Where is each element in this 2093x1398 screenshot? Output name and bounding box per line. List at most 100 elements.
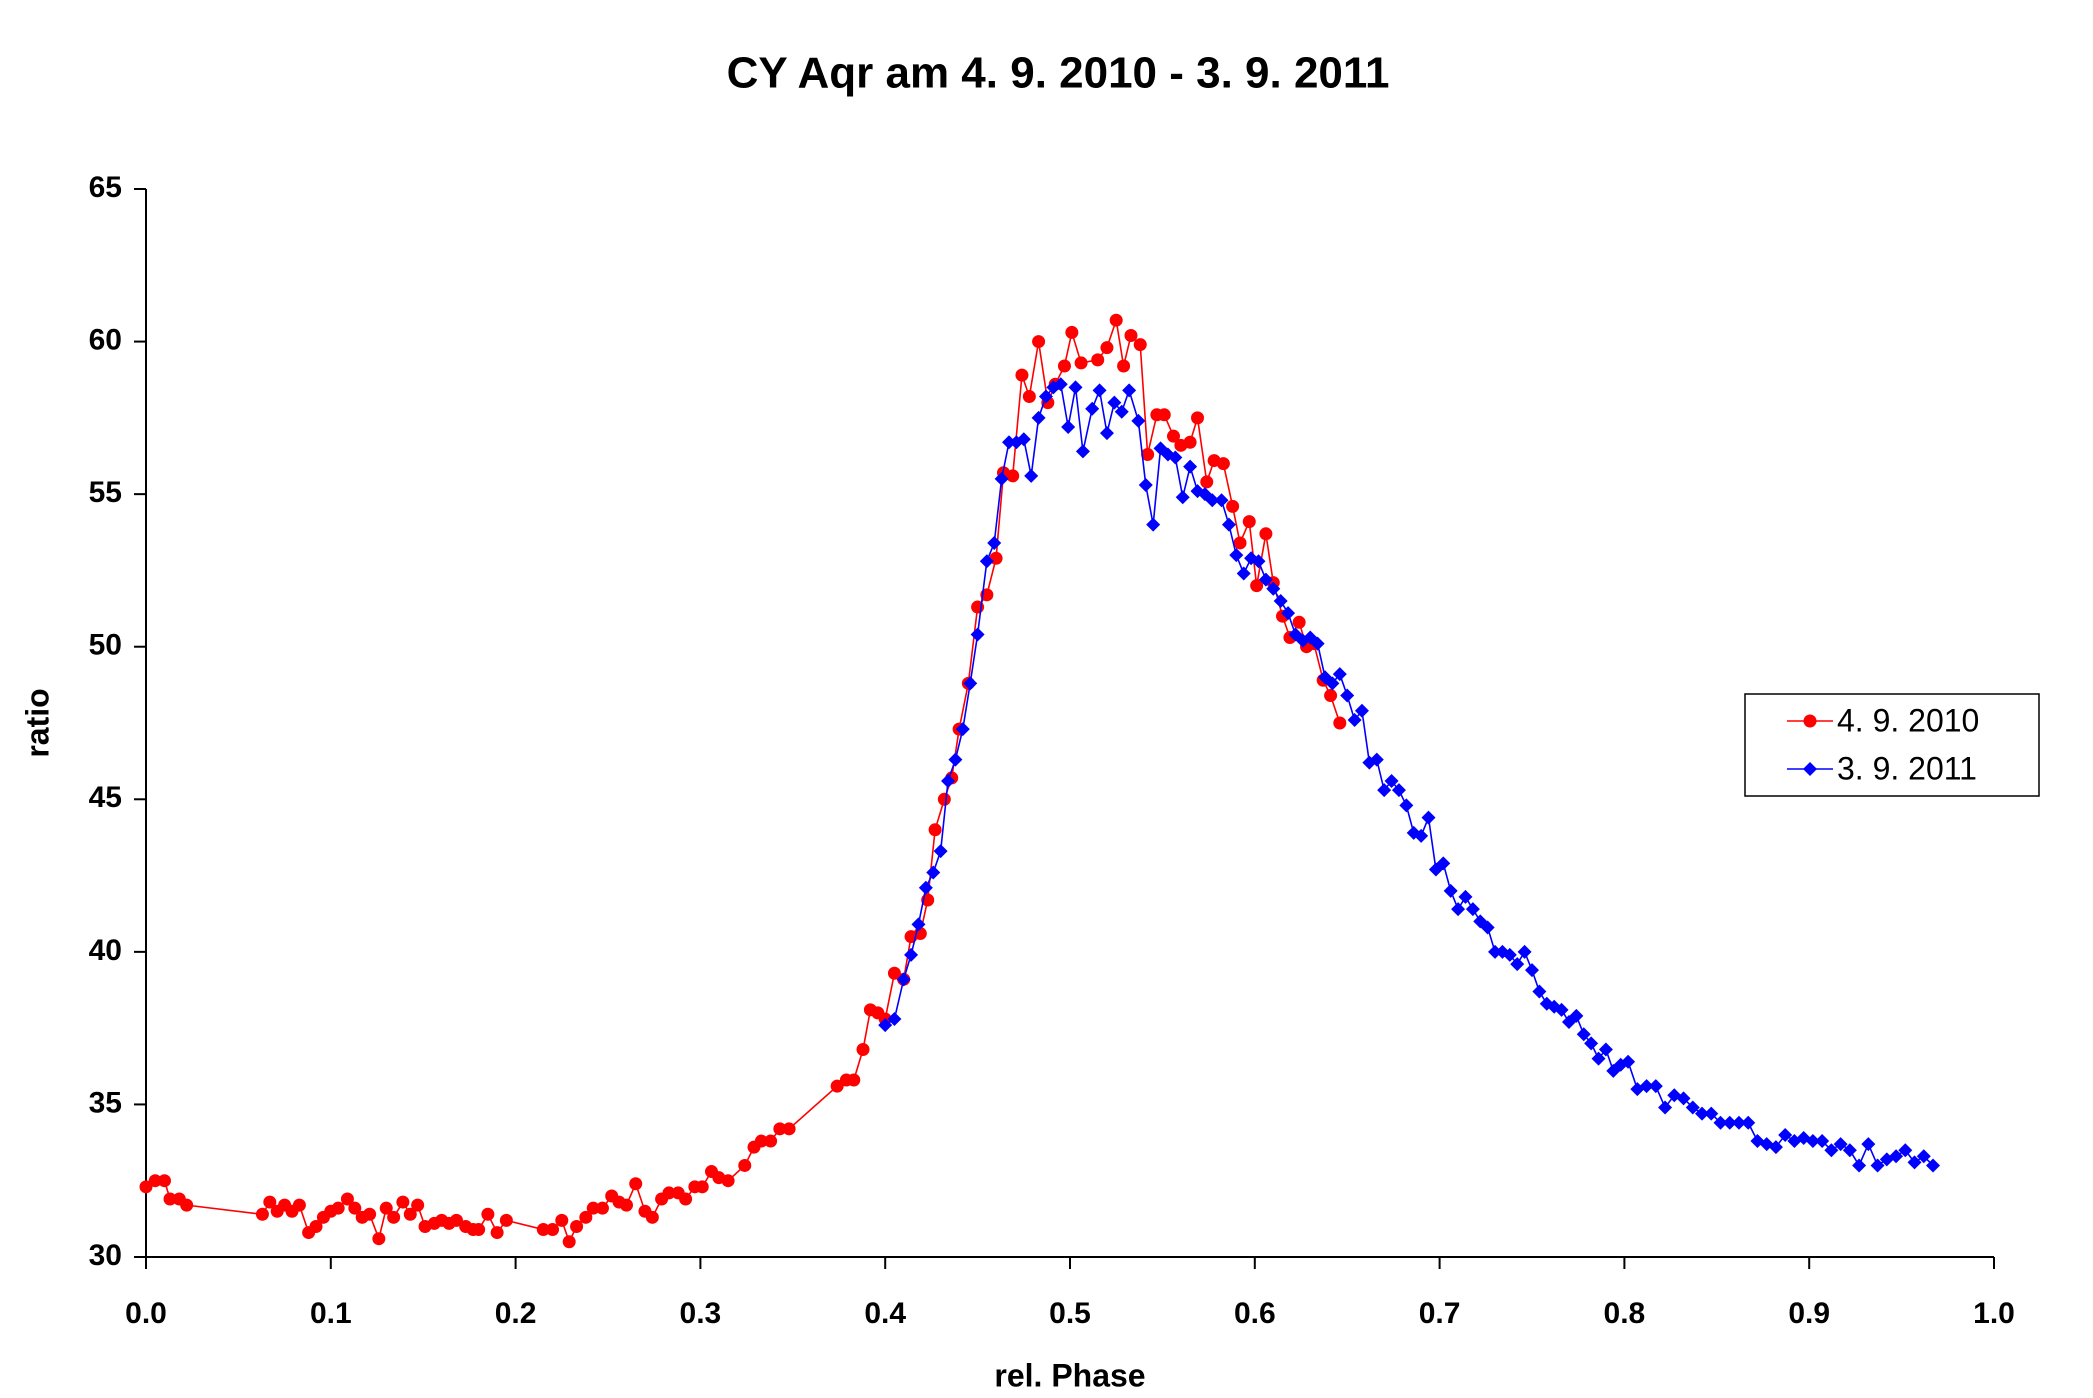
point: [1038, 389, 1053, 404]
legend-label: 3. 9. 2011: [1837, 750, 1977, 786]
point: [1016, 432, 1031, 447]
point: [1870, 1158, 1885, 1173]
point: [1141, 447, 1155, 461]
point: [1031, 410, 1046, 425]
point: [1525, 963, 1539, 978]
point: [1133, 338, 1147, 352]
point: [499, 1213, 513, 1227]
point: [139, 1180, 153, 1194]
point: [1704, 1106, 1719, 1121]
point: [1584, 1036, 1599, 1051]
x-tick-label: 0.4: [864, 1297, 906, 1330]
point: [1532, 984, 1547, 999]
point: [782, 1122, 796, 1136]
point: [372, 1232, 386, 1246]
point: [1205, 493, 1220, 508]
point: [1731, 1115, 1746, 1130]
point: [1292, 615, 1306, 629]
point: [738, 1158, 752, 1172]
point: [721, 1174, 735, 1188]
point: [1421, 810, 1436, 825]
point: [941, 773, 956, 788]
x-tick-label: 0.6: [1234, 1297, 1276, 1330]
point: [1598, 1042, 1613, 1057]
point: [1778, 1127, 1793, 1142]
point: [1138, 477, 1153, 492]
point: [1122, 383, 1137, 398]
series-line: [145, 319, 1341, 1244]
point: [1340, 688, 1355, 703]
point: [1480, 920, 1495, 935]
point: [1324, 689, 1338, 703]
y-axis-label: ratio: [19, 688, 55, 757]
point: [595, 1201, 609, 1215]
point: [1131, 413, 1146, 428]
point: [887, 966, 901, 980]
point: [764, 1134, 778, 1148]
point: [1347, 712, 1362, 727]
point: [948, 752, 963, 767]
point: [1166, 429, 1180, 443]
point: [1091, 353, 1105, 367]
point: [695, 1180, 709, 1194]
legend-marker: [1803, 762, 1817, 776]
x-tick-label: 0.7: [1419, 1297, 1461, 1330]
point: [754, 1134, 768, 1148]
legend-label: 4. 9. 2010: [1837, 702, 1979, 738]
point: [1658, 1100, 1673, 1115]
point: [1569, 1008, 1584, 1023]
point: [387, 1210, 401, 1224]
point: [1591, 1051, 1606, 1066]
point: [1926, 1158, 1941, 1173]
point: [1157, 408, 1171, 422]
point: [292, 1198, 306, 1212]
point: [1214, 493, 1229, 508]
point: [847, 1073, 861, 1087]
point: [1236, 566, 1251, 581]
point: [1889, 1149, 1904, 1164]
point: [481, 1207, 495, 1221]
point: [963, 676, 978, 691]
point: [1191, 411, 1205, 425]
point: [1057, 359, 1071, 373]
y-tick-label: 60: [89, 323, 122, 356]
point: [1369, 752, 1384, 767]
point: [1722, 1115, 1737, 1130]
point: [263, 1195, 277, 1209]
point: [1124, 328, 1138, 342]
point: [928, 823, 942, 837]
point: [1805, 1134, 1820, 1149]
point: [1907, 1155, 1922, 1170]
point: [1065, 325, 1079, 339]
point: [1229, 548, 1244, 563]
point: [1242, 515, 1256, 529]
point: [449, 1213, 463, 1227]
point: [396, 1195, 410, 1209]
point: [619, 1198, 633, 1212]
point: [1414, 828, 1429, 843]
point: [1436, 856, 1451, 871]
point: [163, 1192, 177, 1206]
point: [562, 1235, 576, 1249]
x-tick-label: 0.9: [1788, 1297, 1830, 1330]
y-tick-label: 35: [89, 1086, 122, 1119]
x-tick-label: 0.0: [125, 1297, 167, 1330]
point: [180, 1198, 194, 1212]
point: [1233, 536, 1247, 550]
point: [1006, 469, 1020, 483]
point: [1226, 499, 1240, 513]
point: [1332, 667, 1347, 682]
point: [645, 1210, 659, 1224]
point: [918, 880, 933, 895]
point: [1648, 1079, 1663, 1094]
point: [1015, 368, 1029, 382]
point: [1109, 313, 1123, 327]
x-axis-label: rel. Phase: [994, 1357, 1145, 1393]
point: [255, 1207, 269, 1221]
point: [1053, 377, 1068, 392]
point: [662, 1186, 676, 1200]
point: [1510, 957, 1525, 972]
point: [411, 1198, 425, 1212]
